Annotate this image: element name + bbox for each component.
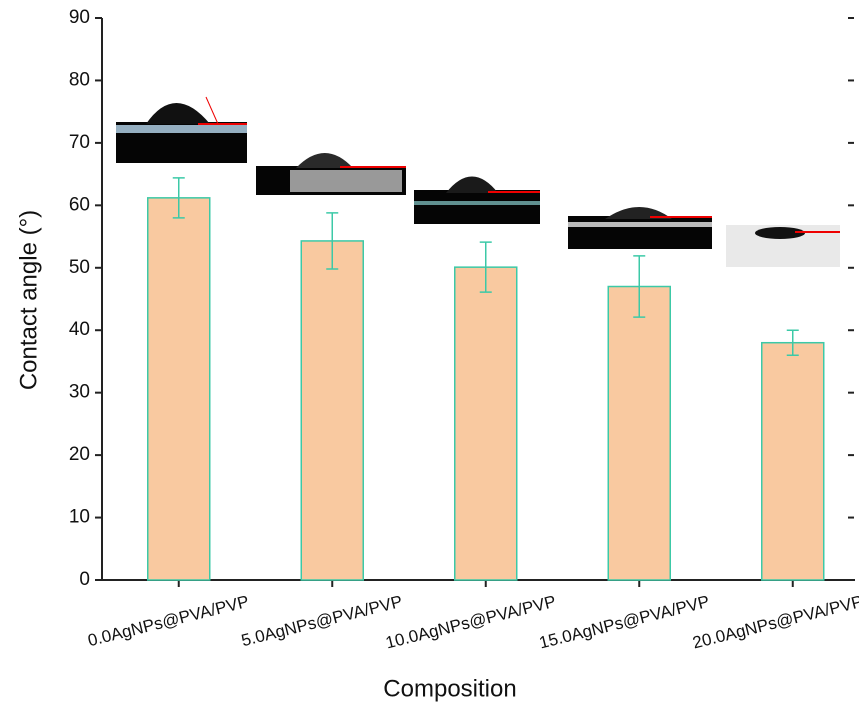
y-tick-label: 40 xyxy=(69,319,90,340)
y-tick-label: 60 xyxy=(69,194,90,215)
bar xyxy=(301,241,363,580)
x-tick-label: 10.0AgNPs@PVA/PVP xyxy=(384,592,558,653)
y-tick-label: 10 xyxy=(69,507,90,528)
y-tick-label: 20 xyxy=(69,444,90,465)
x-tick-label: 0.0AgNPs@PVA/PVP xyxy=(86,592,251,650)
x-axis-label: Composition xyxy=(383,675,516,702)
bar xyxy=(762,343,824,580)
page: {"chart_data": {"type": "bar", "x_label"… xyxy=(0,0,859,710)
y-axis-label: Contact angle (°) xyxy=(15,210,42,390)
y-tick-label: 30 xyxy=(69,382,90,403)
bar xyxy=(455,267,517,580)
droplet-images xyxy=(116,97,840,267)
y-tick-label: 0 xyxy=(79,569,90,590)
y-tick-label: 80 xyxy=(69,69,90,90)
bar xyxy=(148,198,210,580)
chart: Contact angle (°) Composition 0 10 20 30 40 5… xyxy=(0,0,859,710)
y-tick-label: 70 xyxy=(69,132,90,153)
y-tick-label: 50 xyxy=(69,257,90,278)
bar xyxy=(608,287,670,580)
x-tick-label: 20.0AgNPs@PVA/PVP xyxy=(691,592,859,653)
x-tick-label: 5.0AgNPs@PVA/PVP xyxy=(239,592,404,650)
x-tick-label: 15.0AgNPs@PVA/PVP xyxy=(537,592,711,653)
y-tick-label: 90 xyxy=(69,7,90,28)
